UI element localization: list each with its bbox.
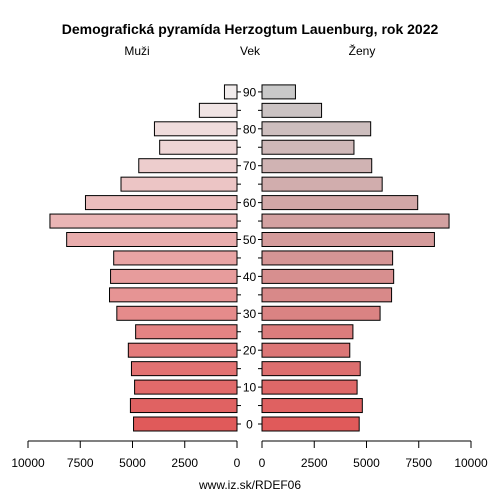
female-bar-20 (261, 342, 351, 358)
female-bar-10 (261, 379, 358, 395)
female-bar-70 (261, 158, 373, 174)
male-bar-10 (134, 379, 238, 395)
male-bar-5 (129, 398, 238, 414)
age-tick-label: 10 (243, 381, 257, 395)
male-bar-40 (110, 268, 238, 284)
female-bar-45 (261, 250, 394, 266)
male-bar-25 (135, 324, 238, 340)
age-tick-label: 40 (243, 270, 257, 284)
age-tick-label: 70 (243, 159, 257, 173)
x-tick-label-left: 2500 (171, 456, 198, 470)
female-bar-55 (261, 213, 450, 229)
female-bar-80 (261, 121, 372, 137)
x-tick-label-right: 5000 (353, 456, 380, 470)
x-tick-label-left: 5000 (119, 456, 146, 470)
x-tick-label-left: 7500 (67, 456, 94, 470)
female-bar-5 (261, 398, 363, 414)
female-bar-40 (261, 268, 395, 284)
female-bar-50 (261, 232, 435, 247)
male-bar-15 (130, 361, 238, 377)
female-bar-60 (261, 195, 419, 211)
female-label: Ženy (349, 43, 376, 58)
female-bar-15 (261, 361, 361, 377)
male-bars (49, 84, 238, 432)
age-tick-label: 60 (243, 196, 257, 210)
age-axis: 0 10 20 30 40 50 60 70 80 90 (237, 85, 262, 432)
female-bar-25 (261, 324, 354, 340)
female-bar-90 (261, 84, 296, 100)
female-bar-65 (261, 176, 383, 192)
x-tick-label-right: 0 (259, 456, 266, 470)
age-label: Vek (240, 44, 261, 58)
male-bar-70 (138, 158, 238, 174)
male-label: Muži (124, 44, 149, 58)
age-tick-label: 50 (243, 233, 257, 247)
male-bar-90 (223, 84, 238, 100)
female-bars (261, 84, 450, 432)
male-bar-65 (120, 176, 238, 192)
x-tick-label-left: 0 (234, 456, 241, 470)
female-bar-30 (261, 305, 381, 321)
male-bar-50 (66, 232, 238, 247)
x-tick-label-right: 2500 (301, 456, 328, 470)
x-tick-label-left: 10000 (11, 456, 45, 470)
male-bar-45 (113, 250, 238, 266)
x-axes: 10000 7500 5000 2500 0 0 2500 5000 7500 10000 (11, 440, 488, 470)
age-tick-label: 90 (243, 85, 257, 99)
female-bar-35 (261, 287, 393, 303)
female-bar-75 (261, 139, 355, 155)
female-bar-85 (261, 102, 323, 118)
chart-title: Demografická pyramída Herzogtum Lauenbur… (62, 21, 439, 37)
x-tick-label-right: 7500 (405, 456, 432, 470)
male-bar-20 (127, 342, 238, 358)
age-tick-label: 0 (246, 418, 253, 432)
male-bar-55 (49, 213, 238, 229)
male-bar-35 (109, 287, 238, 303)
male-bar-60 (84, 195, 238, 211)
male-bar-0 (133, 416, 238, 432)
male-bar-30 (116, 305, 238, 321)
male-bar-80 (153, 121, 238, 137)
x-tick-label-right: 10000 (454, 456, 488, 470)
age-tick-label: 30 (243, 307, 257, 321)
age-tick-label: 20 (243, 344, 257, 358)
female-bar-0 (261, 416, 360, 432)
male-bar-85 (198, 102, 238, 118)
male-bar-75 (159, 139, 238, 155)
footer-source: www.iz.sk/RDEF06 (198, 478, 301, 492)
age-tick-label: 80 (243, 122, 257, 136)
